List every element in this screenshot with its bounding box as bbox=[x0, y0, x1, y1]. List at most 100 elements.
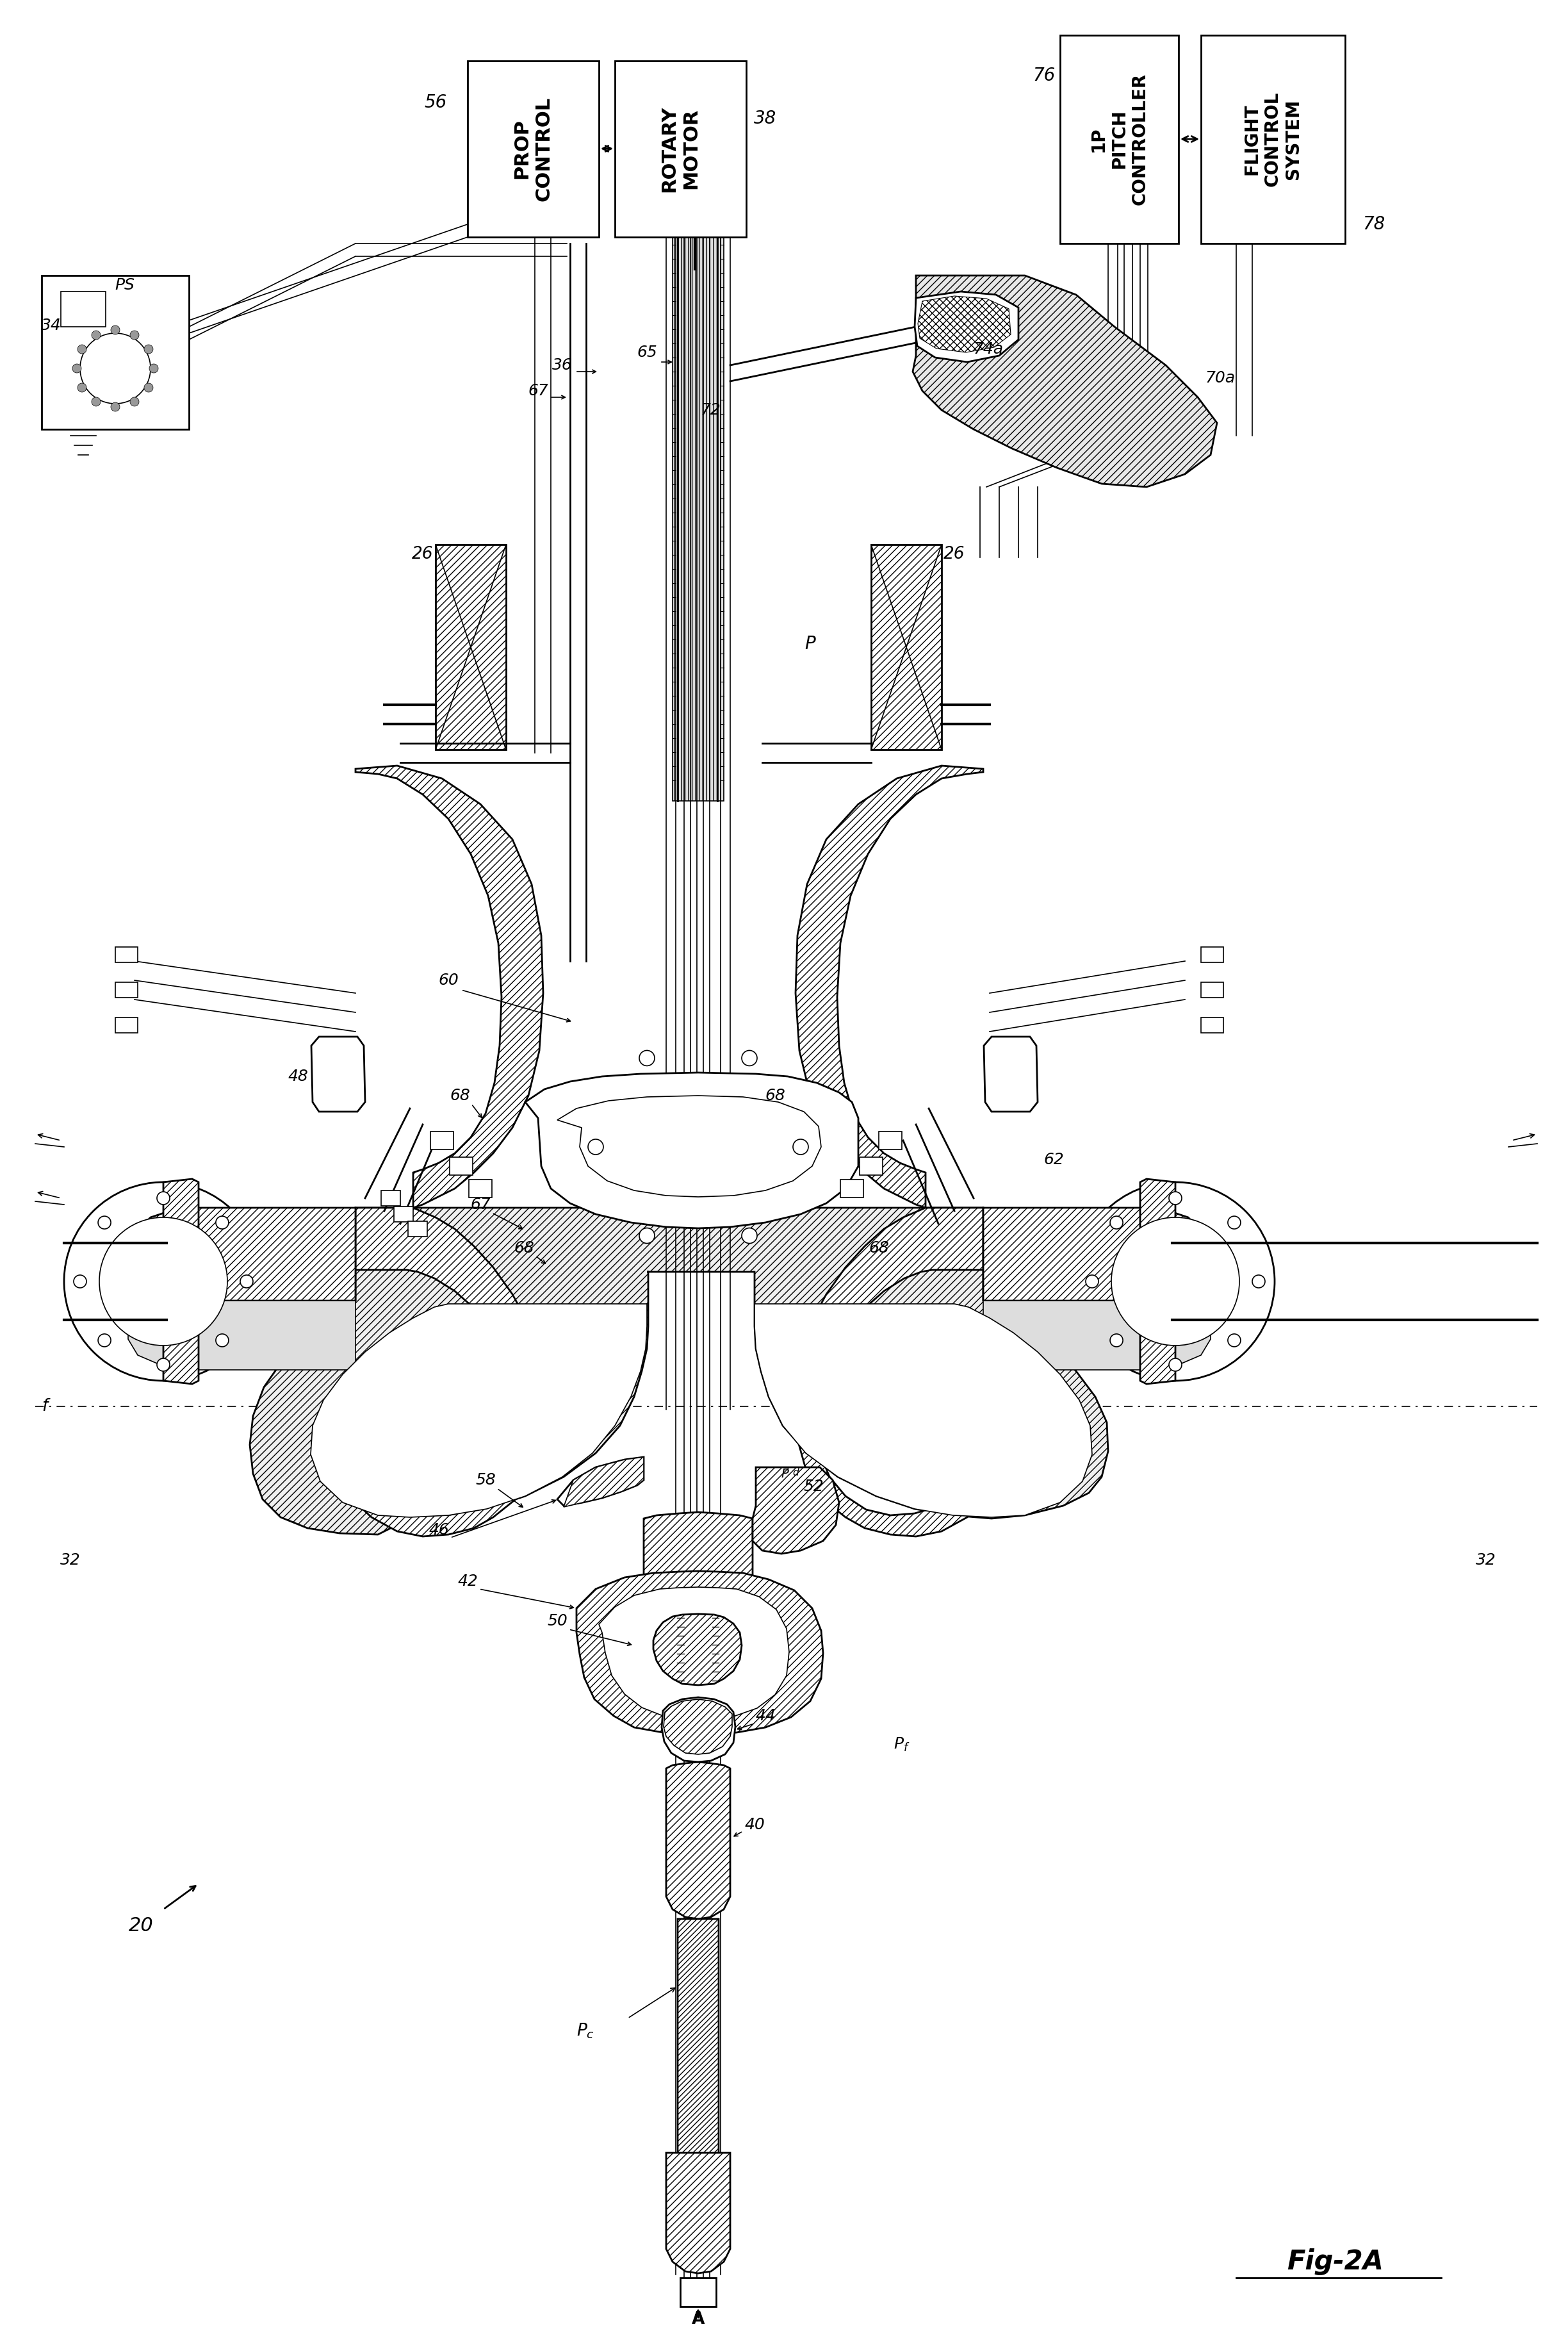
Polygon shape bbox=[872, 545, 941, 750]
Polygon shape bbox=[436, 545, 506, 750]
Polygon shape bbox=[1201, 947, 1223, 963]
Circle shape bbox=[77, 383, 86, 393]
Polygon shape bbox=[249, 1209, 1109, 1534]
Text: P: P bbox=[781, 1468, 789, 1480]
Text: 78: 78 bbox=[1363, 215, 1385, 234]
Circle shape bbox=[64, 1183, 262, 1382]
Circle shape bbox=[74, 1274, 86, 1288]
Polygon shape bbox=[356, 765, 543, 1209]
Polygon shape bbox=[859, 1157, 883, 1176]
Polygon shape bbox=[525, 1073, 858, 1227]
Polygon shape bbox=[394, 1206, 412, 1223]
Text: 20: 20 bbox=[129, 1917, 154, 1934]
Circle shape bbox=[1253, 1274, 1265, 1288]
Polygon shape bbox=[1201, 982, 1223, 998]
Bar bbox=[1060, 35, 1179, 243]
Text: ROTARY
MOTOR: ROTARY MOTOR bbox=[660, 105, 701, 192]
Text: 46: 46 bbox=[428, 1522, 448, 1538]
Polygon shape bbox=[599, 1588, 789, 1718]
Polygon shape bbox=[163, 1178, 199, 1384]
Polygon shape bbox=[381, 1190, 400, 1206]
Polygon shape bbox=[408, 1220, 426, 1237]
Circle shape bbox=[157, 1358, 169, 1370]
Polygon shape bbox=[116, 982, 138, 998]
Polygon shape bbox=[662, 1697, 735, 1763]
Circle shape bbox=[1085, 1274, 1099, 1288]
Polygon shape bbox=[450, 1157, 472, 1176]
Circle shape bbox=[130, 397, 140, 407]
Text: 74a: 74a bbox=[974, 341, 1004, 358]
Circle shape bbox=[91, 397, 100, 407]
Circle shape bbox=[1110, 1216, 1123, 1230]
Polygon shape bbox=[644, 1513, 753, 1641]
Text: 70a: 70a bbox=[1206, 369, 1236, 386]
Text: 56: 56 bbox=[425, 94, 447, 112]
Polygon shape bbox=[135, 1209, 356, 1300]
Text: 58: 58 bbox=[475, 1473, 495, 1487]
Polygon shape bbox=[116, 1017, 138, 1033]
Polygon shape bbox=[663, 1700, 732, 1754]
Circle shape bbox=[99, 1216, 111, 1230]
Text: 32: 32 bbox=[1475, 1552, 1496, 1569]
Polygon shape bbox=[666, 1763, 731, 1919]
Polygon shape bbox=[983, 1209, 1204, 1300]
Text: 26: 26 bbox=[412, 545, 433, 563]
Polygon shape bbox=[1140, 1178, 1176, 1384]
Polygon shape bbox=[983, 1281, 1210, 1370]
Bar bbox=[1201, 35, 1345, 243]
Text: 68: 68 bbox=[765, 1087, 786, 1104]
Text: 52: 52 bbox=[803, 1480, 823, 1494]
Circle shape bbox=[80, 334, 151, 404]
Circle shape bbox=[99, 1218, 227, 1347]
Circle shape bbox=[130, 330, 140, 339]
Circle shape bbox=[793, 1139, 809, 1155]
Text: 26: 26 bbox=[944, 545, 966, 563]
Polygon shape bbox=[983, 1036, 1038, 1111]
Text: 40: 40 bbox=[745, 1817, 765, 1833]
Text: FLIGHT
CONTROL
SYSTEM: FLIGHT CONTROL SYSTEM bbox=[1243, 91, 1303, 187]
Circle shape bbox=[742, 1050, 757, 1066]
Circle shape bbox=[91, 330, 100, 339]
Text: 68: 68 bbox=[869, 1241, 889, 1256]
Polygon shape bbox=[753, 1468, 839, 1555]
Circle shape bbox=[1076, 1183, 1275, 1382]
Circle shape bbox=[72, 365, 82, 372]
Circle shape bbox=[1112, 1218, 1239, 1347]
Polygon shape bbox=[878, 1132, 902, 1150]
Polygon shape bbox=[577, 1571, 823, 1735]
Polygon shape bbox=[673, 217, 724, 802]
Text: 1P
PITCH
CONTROLLER: 1P PITCH CONTROLLER bbox=[1090, 72, 1149, 206]
Text: $P_c$: $P_c$ bbox=[577, 2022, 594, 2041]
Circle shape bbox=[640, 1227, 654, 1244]
Polygon shape bbox=[917, 297, 1011, 353]
Text: Fig-2A: Fig-2A bbox=[1287, 2249, 1385, 2275]
Text: 48: 48 bbox=[287, 1068, 307, 1085]
Polygon shape bbox=[563, 1457, 644, 1508]
Text: PROP
CONTROL: PROP CONTROL bbox=[513, 96, 554, 201]
Polygon shape bbox=[654, 1613, 742, 1686]
Polygon shape bbox=[431, 1132, 453, 1150]
Text: d: d bbox=[792, 1468, 798, 1478]
Circle shape bbox=[1170, 1358, 1182, 1370]
Text: 76: 76 bbox=[1033, 68, 1055, 84]
Text: 36: 36 bbox=[552, 358, 572, 372]
Polygon shape bbox=[914, 292, 1019, 362]
Text: 60: 60 bbox=[437, 973, 458, 989]
Circle shape bbox=[588, 1139, 604, 1155]
Circle shape bbox=[144, 344, 154, 353]
Text: 50: 50 bbox=[547, 1613, 568, 1630]
Polygon shape bbox=[754, 1305, 1091, 1517]
Circle shape bbox=[1110, 1335, 1123, 1347]
Polygon shape bbox=[666, 2153, 731, 2273]
Text: 44: 44 bbox=[756, 1709, 776, 1723]
Circle shape bbox=[111, 325, 119, 334]
Polygon shape bbox=[356, 1209, 543, 1536]
Circle shape bbox=[1228, 1335, 1240, 1347]
Circle shape bbox=[111, 402, 119, 411]
Polygon shape bbox=[1201, 1017, 1223, 1033]
Polygon shape bbox=[913, 276, 1217, 486]
Text: PS: PS bbox=[114, 278, 135, 292]
Text: $P_f$: $P_f$ bbox=[894, 1737, 909, 1754]
Text: 72: 72 bbox=[701, 402, 721, 419]
Circle shape bbox=[149, 365, 158, 372]
